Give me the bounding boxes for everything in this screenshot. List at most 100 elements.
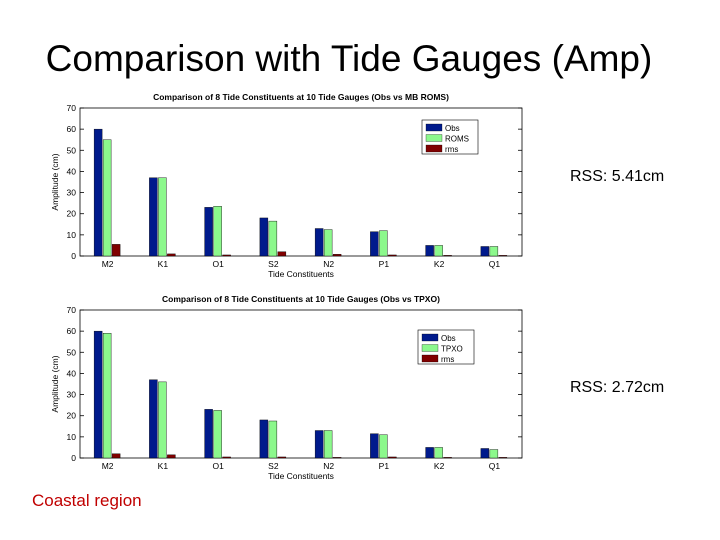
- bar-rms-o1: [222, 456, 231, 459]
- legend-label: TPXO: [441, 345, 463, 354]
- bar-rms-k2: [443, 457, 452, 459]
- bar-tpxo-q1: [489, 449, 499, 459]
- y-tick-label: 40: [67, 166, 77, 176]
- y-tick-label: 60: [67, 124, 77, 134]
- bar-rms-m2: [111, 244, 121, 257]
- bar-rms-p1: [388, 456, 397, 459]
- x-tick-label: N2: [323, 259, 334, 269]
- x-tick-label: Q1: [489, 259, 501, 269]
- bar-roms-q1: [489, 246, 499, 257]
- bar-tpxo-m2: [102, 333, 112, 459]
- bar-roms-s2: [268, 220, 278, 257]
- y-tick-label: 0: [71, 453, 76, 463]
- bar-rms-k1: [167, 253, 176, 257]
- bar-obs-m2: [93, 330, 103, 459]
- y-tick-label: 40: [67, 368, 77, 378]
- bar-obs-s2: [259, 419, 269, 459]
- bar-tpxo-k1: [158, 381, 167, 459]
- bar-tpxo-k2: [434, 447, 443, 459]
- legend-label: rms: [445, 145, 458, 154]
- bar-obs-p1: [370, 231, 379, 257]
- y-tick-label: 0: [71, 251, 76, 261]
- bar-obs-o1: [204, 207, 213, 257]
- bar-roms-k1: [158, 177, 167, 257]
- legend-label: Obs: [441, 334, 456, 343]
- bar-rms-n2: [332, 457, 342, 459]
- y-tick-label: 30: [67, 390, 77, 400]
- bar-obs-k2: [425, 447, 434, 459]
- bar-tpxo-p1: [379, 434, 388, 459]
- legend-swatch-roms: [425, 134, 443, 142]
- y-tick-label: 10: [67, 432, 77, 442]
- y-tick-label: 50: [67, 145, 77, 155]
- x-tick-label: S2: [268, 259, 279, 269]
- bar-roms-n2: [323, 229, 333, 257]
- chart-title: Comparison of 8 Tide Constituents at 10 …: [153, 92, 449, 102]
- bar-rms-m2: [111, 453, 121, 459]
- bar-obs-q1: [480, 246, 490, 257]
- bar-rms-k2: [443, 255, 452, 257]
- y-tick-label: 30: [67, 188, 77, 198]
- chart-roms: Comparison of 8 Tide Constituents at 10 …: [50, 92, 523, 279]
- y-tick-label: 10: [67, 230, 77, 240]
- bar-obs-p1: [370, 433, 379, 459]
- x-tick-label: K2: [434, 461, 445, 471]
- legend-swatch-rms: [421, 354, 439, 363]
- legend-swatch-obs: [425, 123, 443, 132]
- y-tick-label: 20: [67, 411, 77, 421]
- bar-rms-s2: [277, 456, 287, 459]
- y-axis-label: Amplitude (cm): [50, 153, 60, 210]
- y-tick-label: 70: [67, 103, 77, 113]
- bar-obs-n2: [314, 228, 324, 257]
- x-tick-label: S2: [268, 461, 279, 471]
- y-tick-label: 20: [67, 209, 77, 219]
- bar-tpxo-s2: [268, 420, 278, 459]
- y-tick-label: 60: [67, 326, 77, 336]
- x-tick-label: M2: [102, 461, 114, 471]
- y-axis-label: Amplitude (cm): [50, 355, 60, 412]
- bar-obs-s2: [259, 217, 269, 257]
- x-tick-label: M2: [102, 259, 114, 269]
- x-tick-label: O1: [212, 259, 224, 269]
- bar-obs-q1: [480, 448, 490, 459]
- x-tick-label: P1: [379, 461, 390, 471]
- x-tick-label: O1: [212, 461, 224, 471]
- bar-obs-k1: [149, 177, 158, 257]
- bar-obs-k2: [425, 245, 434, 257]
- bar-obs-o1: [204, 409, 213, 459]
- legend-label: ROMS: [445, 135, 469, 144]
- bar-obs-n2: [314, 430, 324, 459]
- bar-rms-n2: [332, 254, 342, 257]
- chart-title: Comparison of 8 Tide Constituents at 10 …: [162, 294, 440, 304]
- rss-roms-label: RSS: 5.41cm: [570, 168, 665, 185]
- legend-swatch-tpxo: [421, 344, 439, 352]
- bar-roms-o1: [213, 206, 222, 257]
- slide-title: Comparison with Tide Gauges (Amp): [45, 38, 653, 79]
- x-tick-label: K1: [158, 461, 169, 471]
- bar-obs-k1: [149, 379, 158, 459]
- x-axis-label: Tide Constituents: [268, 471, 334, 481]
- x-axis-label: Tide Constituents: [268, 269, 334, 279]
- bar-roms-k2: [434, 245, 443, 257]
- x-tick-label: N2: [323, 461, 334, 471]
- rss-tpxo-label: RSS: 2.72cm: [570, 379, 665, 396]
- legend-swatch-rms: [425, 144, 443, 153]
- x-tick-label: Q1: [489, 461, 501, 471]
- bar-obs-m2: [93, 128, 103, 257]
- bar-rms-q1: [498, 457, 508, 459]
- y-tick-label: 50: [67, 347, 77, 357]
- legend-label: Obs: [445, 124, 460, 133]
- legend-swatch-obs: [421, 333, 439, 342]
- bar-roms-p1: [379, 230, 388, 257]
- bar-rms-p1: [388, 254, 397, 257]
- bar-rms-o1: [222, 254, 231, 257]
- bar-rms-s2: [277, 251, 287, 257]
- bar-rms-k1: [167, 454, 176, 459]
- bar-tpxo-o1: [213, 410, 222, 459]
- x-tick-label: K2: [434, 259, 445, 269]
- legend-label: rms: [441, 355, 454, 364]
- chart-tpxo: Comparison of 8 Tide Constituents at 10 …: [50, 294, 523, 481]
- y-tick-label: 70: [67, 305, 77, 315]
- bar-tpxo-n2: [323, 430, 333, 459]
- x-tick-label: K1: [158, 259, 169, 269]
